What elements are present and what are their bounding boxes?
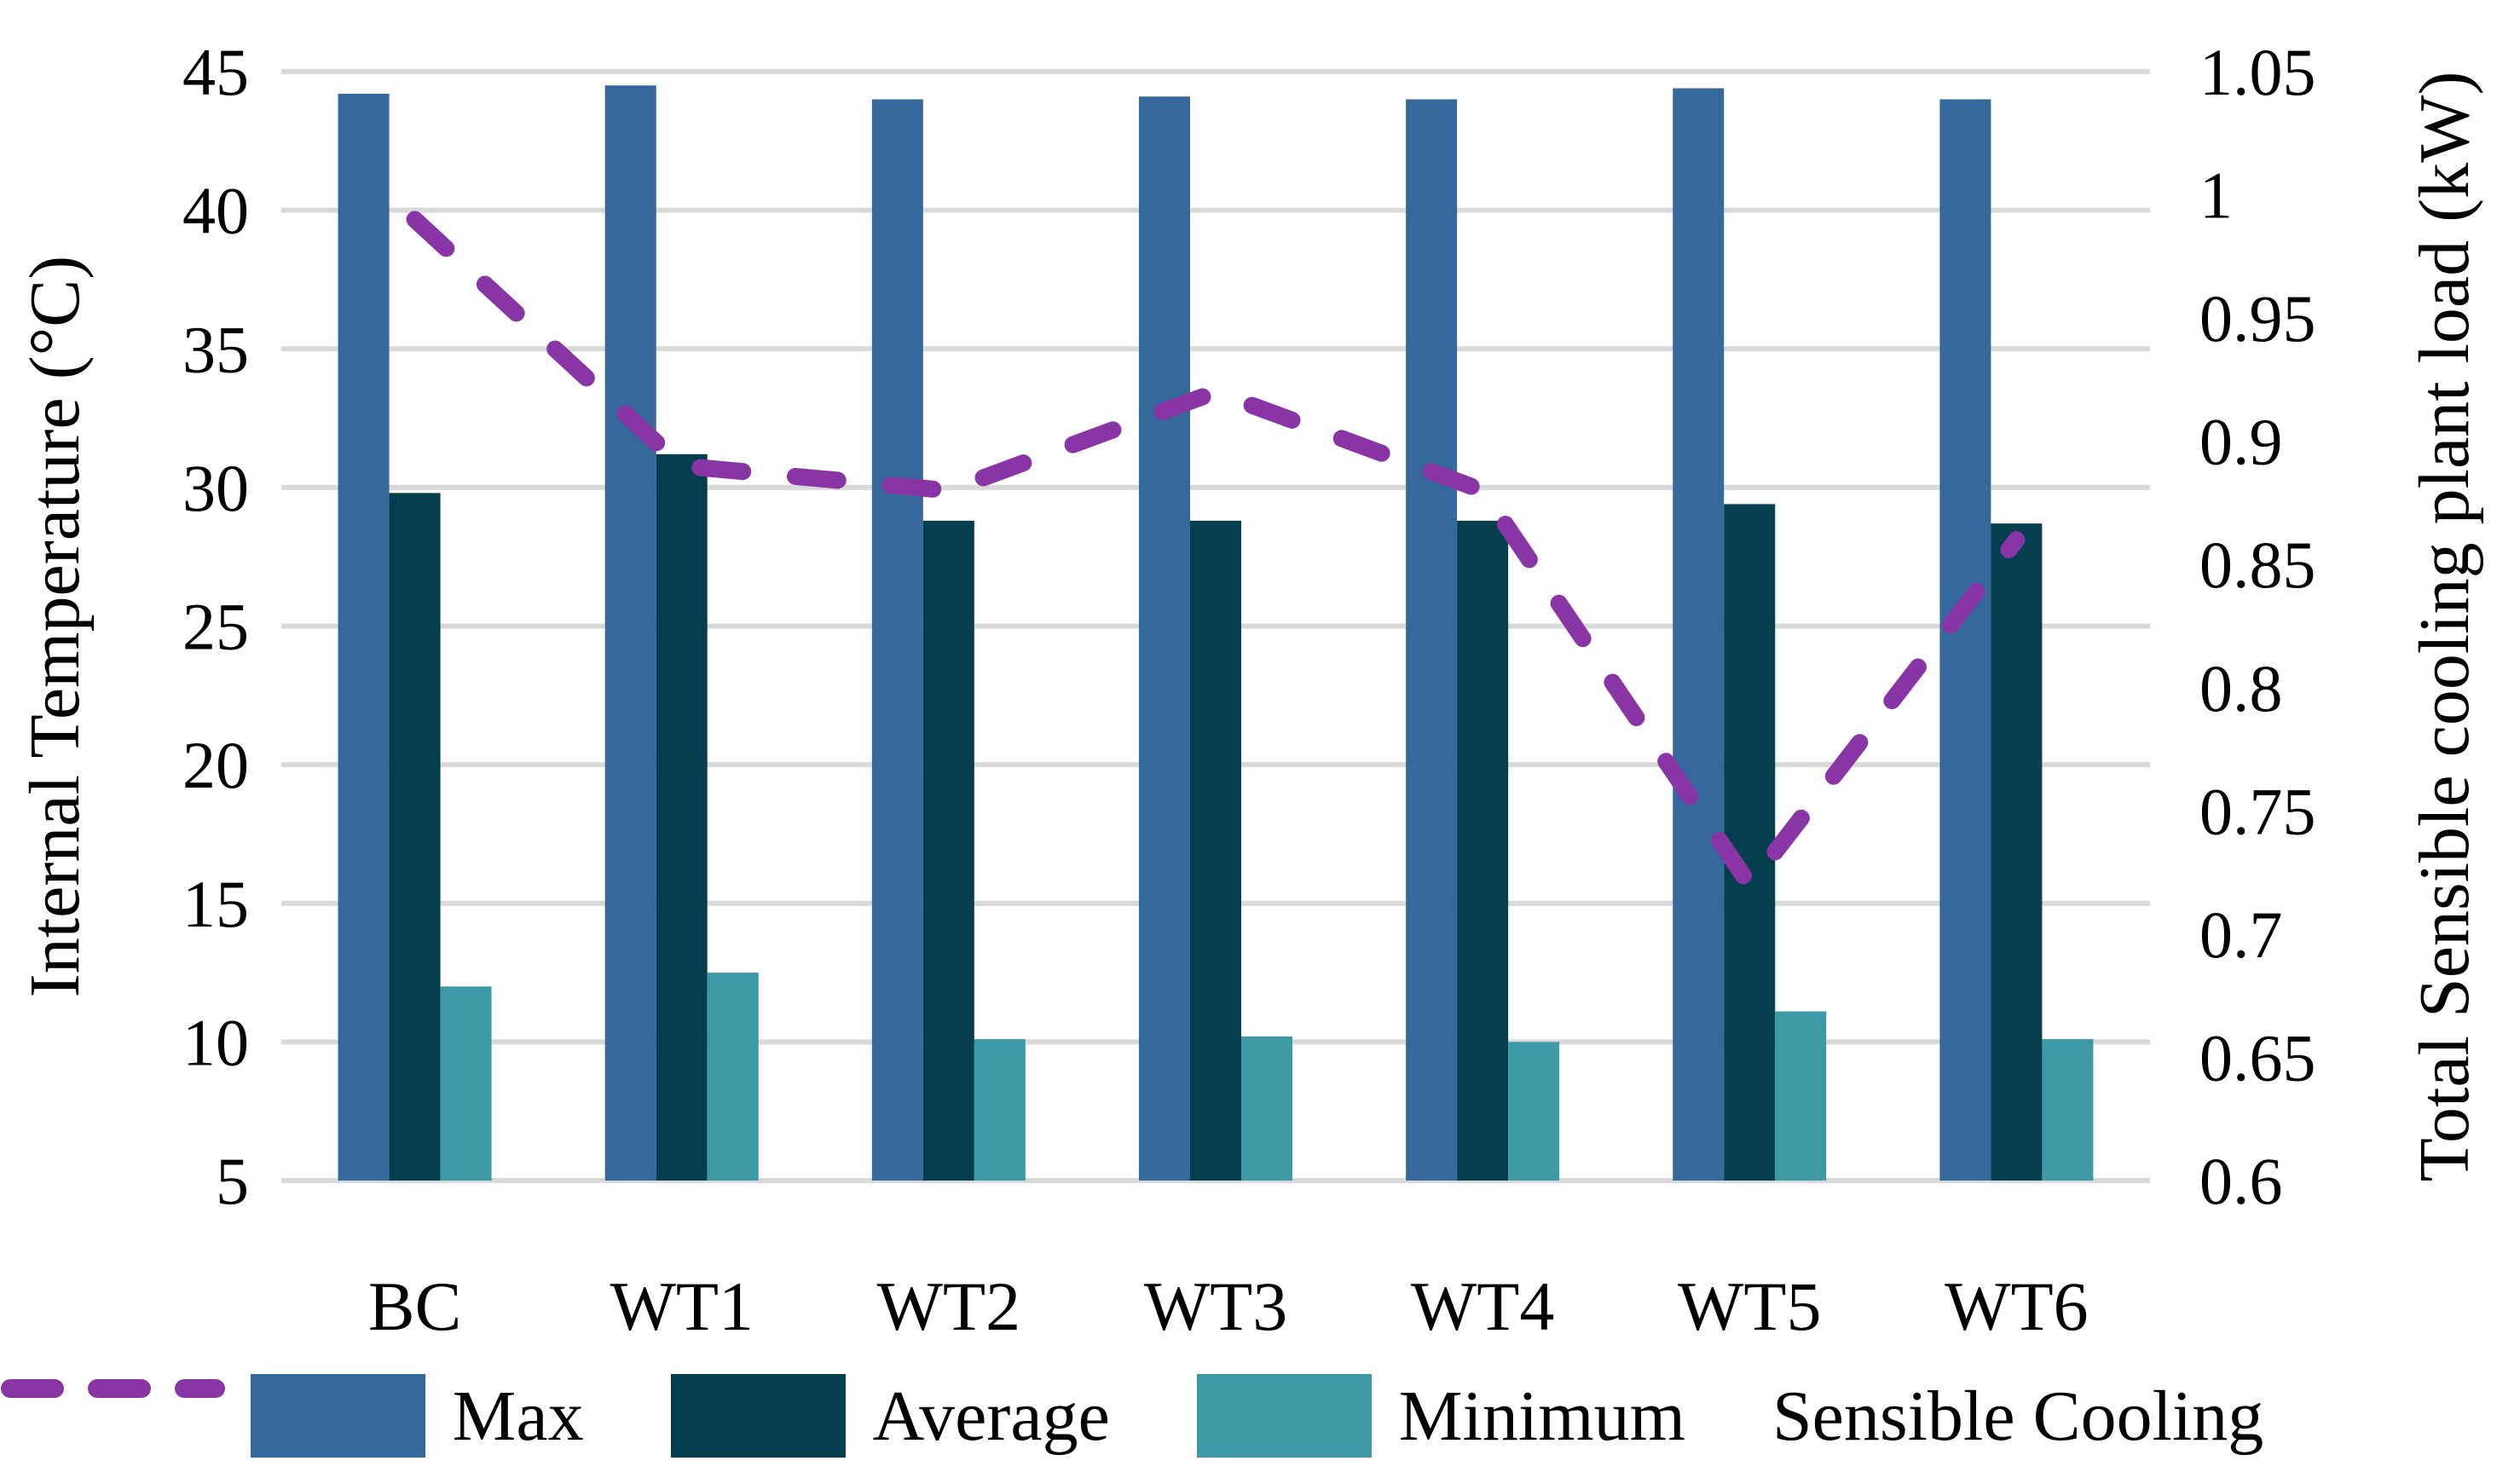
right-axis-tick: 0.65 <box>2199 1020 2316 1094</box>
left-axis-tick: 10 <box>182 1005 249 1079</box>
left-axis-tick: 15 <box>182 867 249 941</box>
bar-minimum-wt3 <box>1241 1036 1292 1181</box>
left-axis-tick: 5 <box>216 1144 249 1218</box>
bar-max-wt5 <box>1673 88 1725 1181</box>
left-axis-tick: 45 <box>182 35 249 109</box>
x-axis-label: WT6 <box>1945 1267 2088 1345</box>
bar-minimum-wt6 <box>2042 1039 2094 1181</box>
bar-max-bc <box>338 94 390 1181</box>
bar-max-wt1 <box>604 85 656 1181</box>
x-axis-label: WT2 <box>877 1267 1020 1345</box>
legend-swatch-max <box>250 1374 425 1458</box>
bar-minimum-wt1 <box>707 973 759 1181</box>
bar-minimum-bc <box>440 986 492 1181</box>
bar-average-bc <box>389 493 441 1181</box>
right-axis-title: Total Sensible cooling plant load (kW) <box>2405 72 2484 1182</box>
right-axis-tick: 0.75 <box>2199 774 2316 848</box>
legend-dash-marker <box>1 1379 225 1398</box>
left-axis-tick: 25 <box>182 590 249 664</box>
left-axis-title: Internal Temperature (°C) <box>15 256 95 997</box>
bar-average-wt3 <box>1190 520 1241 1181</box>
bar-max-wt3 <box>1139 96 1190 1181</box>
x-axis-label: BC <box>368 1267 461 1345</box>
x-axis-label: WT1 <box>610 1267 753 1345</box>
right-axis-tick: 0.9 <box>2199 405 2283 479</box>
right-axis-tick: 1 <box>2199 159 2233 233</box>
plot-area: 5 10 15 20 25 30 35 40 45 0.6 0.65 0.7 0.75 0.8 0.85 0.… <box>182 35 2316 1345</box>
bar-average-wt1 <box>656 453 708 1181</box>
right-axis-tick: 0.85 <box>2199 528 2316 602</box>
legend-swatch-minimum <box>1196 1374 1372 1458</box>
x-axis-label: WT4 <box>1411 1267 1554 1345</box>
legend-label: Max <box>452 1376 584 1456</box>
bar-average-wt5 <box>1724 504 1776 1181</box>
left-axis-tick: 40 <box>182 174 249 248</box>
legend-item-max: Max <box>250 1374 584 1458</box>
right-axis-tick: 0.95 <box>2199 281 2316 355</box>
right-axis-tick: 0.7 <box>2199 898 2283 972</box>
x-axis-label: WT5 <box>1678 1267 1821 1345</box>
legend: Max Average Minimum Sensible Cooling <box>0 1374 2514 1458</box>
left-axis-tick: 35 <box>182 312 249 386</box>
bar-minimum-wt4 <box>1508 1042 1560 1181</box>
legend-label: Minimum <box>1398 1376 1685 1456</box>
legend-item-sensible-cooling: Sensible Cooling <box>1 1375 2264 1458</box>
bar-minimum-wt5 <box>1775 1011 1827 1181</box>
bar-average-wt6 <box>1991 523 2043 1181</box>
bar-max-wt4 <box>1406 99 1458 1181</box>
legend-item-minimum: Minimum <box>1196 1374 1685 1458</box>
bar-average-wt2 <box>922 520 974 1181</box>
legend-label: Sensible Cooling <box>1771 1376 2264 1456</box>
left-axis-tick: 30 <box>182 451 249 525</box>
right-axis-tick: 1.05 <box>2199 35 2316 109</box>
bar-max-wt2 <box>871 99 923 1181</box>
bar-max-wt6 <box>1939 99 1991 1181</box>
bar-minimum-wt2 <box>974 1039 1026 1181</box>
right-axis-tick: 0.8 <box>2199 651 2283 725</box>
x-axis-label: WT3 <box>1144 1267 1287 1345</box>
left-axis-tick: 20 <box>182 728 249 802</box>
bar-average-wt4 <box>1457 520 1509 1181</box>
legend-label: Average <box>872 1376 1110 1456</box>
legend-swatch-average <box>670 1374 846 1458</box>
right-axis-tick: 0.6 <box>2199 1144 2283 1218</box>
legend-item-average: Average <box>670 1374 1110 1458</box>
